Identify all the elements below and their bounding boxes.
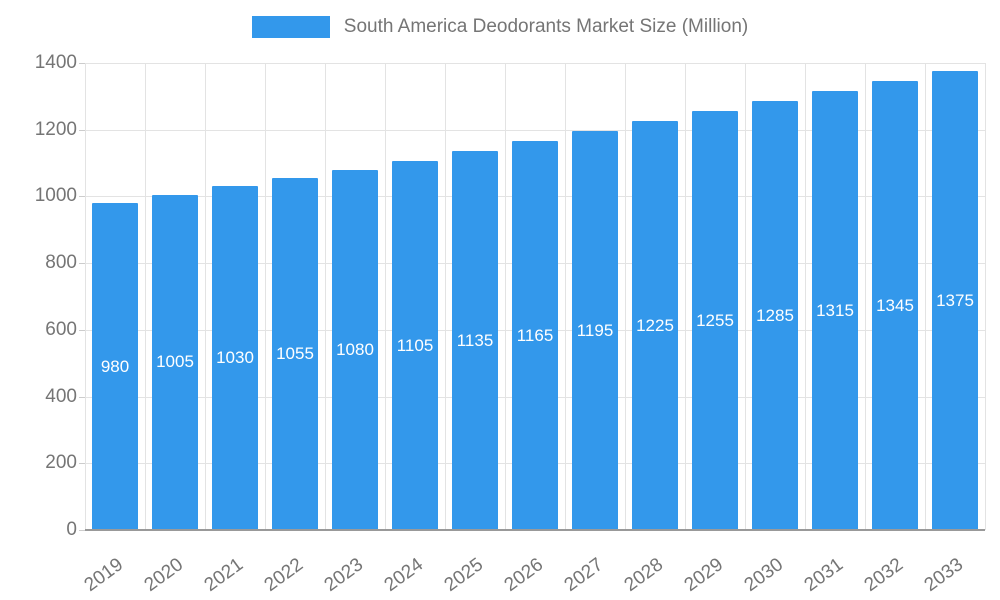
vertical-gridline <box>625 63 626 530</box>
x-axis-tick-label: 2027 <box>560 554 607 596</box>
bar-value-label: 1225 <box>636 316 674 335</box>
y-axis-tick-label: 800 <box>45 252 77 273</box>
y-axis-tick-mark <box>79 463 85 464</box>
vertical-gridline <box>805 63 806 530</box>
bar-value-label: 1135 <box>456 331 494 350</box>
vertical-gridline <box>385 63 386 530</box>
bar-value-label: 1195 <box>576 321 614 340</box>
vertical-gridline <box>745 63 746 530</box>
bar-value-label: 1285 <box>756 306 794 325</box>
bar-value-label: 1105 <box>396 336 434 355</box>
legend-label[interactable]: South America Deodorants Market Size (Mi… <box>343 16 749 37</box>
vertical-gridline <box>145 63 146 530</box>
bar <box>392 161 438 530</box>
bar <box>632 121 678 530</box>
y-axis-tick-mark <box>79 530 85 531</box>
y-axis-tick-mark <box>79 63 85 64</box>
bar-value-label: 1005 <box>156 352 194 371</box>
bar-value-label: 980 <box>100 357 130 376</box>
bar <box>92 203 138 530</box>
bar <box>872 81 918 530</box>
y-axis-tick-label: 0 <box>66 519 77 540</box>
bar <box>332 170 378 530</box>
y-axis-tick-mark <box>79 130 85 131</box>
y-axis-tick-label: 1400 <box>34 52 77 73</box>
y-axis-tick-mark <box>79 397 85 398</box>
bar-value-label: 1030 <box>216 348 254 367</box>
x-axis-tick-label: 2020 <box>140 554 187 596</box>
vertical-gridline <box>565 63 566 530</box>
vertical-gridline <box>685 63 686 530</box>
vertical-gridline <box>205 63 206 530</box>
x-axis-tick-label: 2025 <box>440 554 487 596</box>
x-axis-tick-label: 2026 <box>500 554 547 596</box>
bar <box>692 111 738 530</box>
bar <box>932 71 978 530</box>
plot-area: 980 1005 1030 1055 1080 1105 1135 1165 1195 1225 1… <box>85 63 986 531</box>
y-axis-tick-label: 1000 <box>34 185 77 206</box>
y-axis-tick-label: 200 <box>45 452 77 473</box>
x-axis-tick-label: 2024 <box>380 554 427 596</box>
x-axis-tick-label: 2030 <box>740 554 787 596</box>
bar-value-label: 1315 <box>816 301 854 320</box>
y-axis-tick-mark <box>79 196 85 197</box>
bar <box>812 91 858 530</box>
x-axis-tick-label: 2022 <box>260 554 307 596</box>
bar-value-label: 1345 <box>876 296 914 315</box>
x-axis-tick-label: 2028 <box>620 554 667 596</box>
x-axis-tick-label: 2029 <box>680 554 727 596</box>
bar-value-label: 1080 <box>336 340 374 359</box>
y-axis-tick-label: 400 <box>45 386 77 407</box>
bar <box>212 186 258 530</box>
y-axis-tick-mark <box>79 330 85 331</box>
vertical-gridline <box>445 63 446 530</box>
bar <box>572 131 618 530</box>
bar-value-label: 1255 <box>696 311 734 330</box>
bar <box>752 101 798 530</box>
y-axis-tick-mark <box>79 263 85 264</box>
vertical-gridline <box>925 63 926 530</box>
bar-value-label: 1055 <box>276 344 314 363</box>
bar-value-label: 1165 <box>516 326 554 345</box>
x-axis-tick-label: 2031 <box>800 554 847 596</box>
y-axis-tick-label: 600 <box>45 319 77 340</box>
vertical-gridline <box>865 63 866 530</box>
x-axis-tick-label: 2021 <box>200 554 247 596</box>
legend-swatch[interactable] <box>251 16 330 38</box>
x-axis-tick-label: 2023 <box>320 554 367 596</box>
vertical-gridline <box>985 63 986 530</box>
bar <box>152 195 198 530</box>
bar <box>272 178 318 530</box>
bar-value-label: 1375 <box>936 291 974 310</box>
y-axis-tick-label: 1200 <box>34 119 77 140</box>
x-axis-tick-label: 2019 <box>80 554 127 596</box>
vertical-gridline <box>265 63 266 530</box>
x-axis-tick-label: 2033 <box>920 554 967 596</box>
legend[interactable]: South America Deodorants Market Size (Mi… <box>0 16 1000 38</box>
x-axis-tick-label: 2032 <box>860 554 907 596</box>
x-axis-line <box>85 529 985 531</box>
vertical-gridline <box>325 63 326 530</box>
bar <box>512 141 558 530</box>
horizontal-gridline <box>85 63 985 64</box>
vertical-gridline <box>85 63 86 530</box>
bar <box>452 151 498 530</box>
vertical-gridline <box>505 63 506 530</box>
horizontal-gridline <box>85 130 985 131</box>
